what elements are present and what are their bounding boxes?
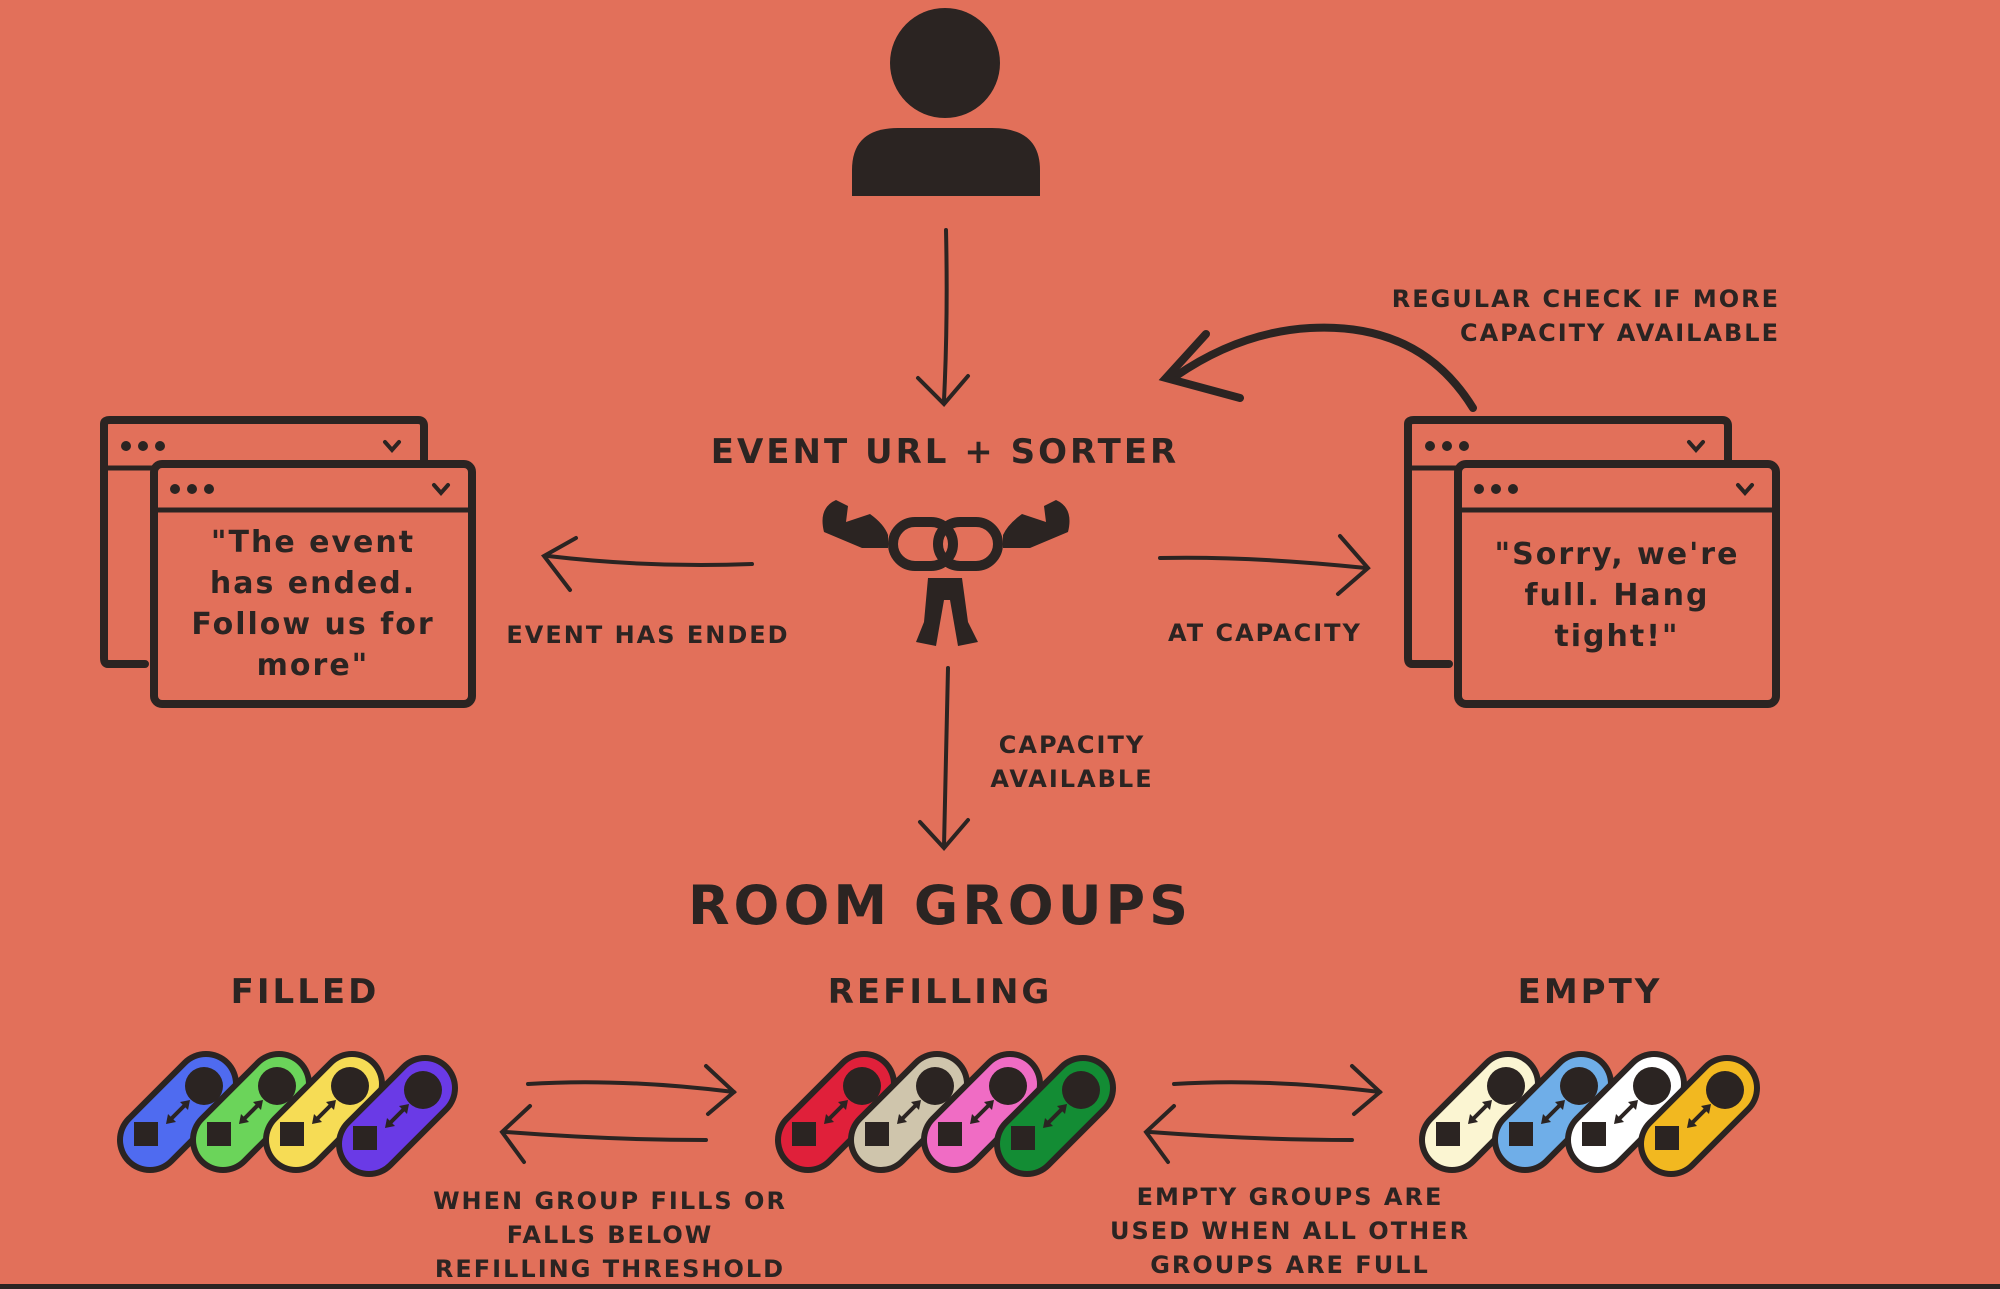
- room-group-pill-icon: [775, 1051, 897, 1173]
- strong-link-icon: [822, 500, 1070, 646]
- room-group-pill-icon: [848, 1051, 970, 1173]
- room-group-pill-icon: [1492, 1051, 1614, 1173]
- filled-room-groups: [117, 1051, 458, 1177]
- user-icon: [852, 8, 1040, 196]
- refilling-label: REFILLING: [827, 972, 1053, 1012]
- browser-window-full: [1404, 416, 1780, 708]
- full-message: "Sorry, we're full. Hang tight!": [1494, 537, 1740, 654]
- arrows-refilling-empty: [1143, 1064, 1384, 1164]
- capacity-available-label: CAPACITY AVAILABLE: [990, 731, 1154, 793]
- arrow-to-event-ended: [541, 536, 754, 592]
- room-group-pill-icon: [263, 1051, 385, 1173]
- arrow-to-room-groups: [918, 666, 970, 852]
- arrows-filled-refilling: [499, 1064, 738, 1164]
- room-group-pill-icon: [190, 1051, 312, 1173]
- room-group-pill-icon: [994, 1055, 1116, 1177]
- room-group-pill-icon: [1419, 1051, 1541, 1173]
- filled-refilling-note: WHEN GROUP FILLS OR FALLS BELOW REFILLIN…: [433, 1187, 787, 1283]
- room-group-pill-icon: [921, 1051, 1043, 1173]
- room-group-pill-icon: [1638, 1055, 1760, 1177]
- filled-label: FILLED: [230, 972, 380, 1012]
- bottom-divider: [0, 1284, 2000, 1289]
- room-group-pill-icon: [336, 1055, 458, 1177]
- empty-room-groups: [1419, 1051, 1760, 1177]
- room-groups-title: ROOM GROUPS: [687, 874, 1193, 937]
- sorter-title: EVENT URL + SORTER: [710, 432, 1180, 472]
- arrow-feedback-loop: [1158, 323, 1477, 412]
- refilling-room-groups: [775, 1051, 1116, 1177]
- room-group-pill-icon: [117, 1051, 239, 1173]
- arrow-to-at-capacity: [1158, 534, 1371, 596]
- event-ended-message: "The event has ended. Follow us for more…: [191, 525, 435, 683]
- feedback-loop-label: REGULAR CHECK IF MORE CAPACITY AVAILABLE: [1391, 285, 1780, 347]
- empty-label: EMPTY: [1517, 972, 1663, 1012]
- refilling-empty-note: EMPTY GROUPS ARE USED WHEN ALL OTHER GRO…: [1109, 1183, 1471, 1279]
- event-ended-label: EVENT HAS ENDED: [506, 621, 790, 649]
- room-group-pill-icon: [1565, 1051, 1687, 1173]
- browser-window-ended: [100, 416, 476, 708]
- at-capacity-label: AT CAPACITY: [1168, 619, 1362, 647]
- arrow-user-to-sorter: [916, 228, 970, 407]
